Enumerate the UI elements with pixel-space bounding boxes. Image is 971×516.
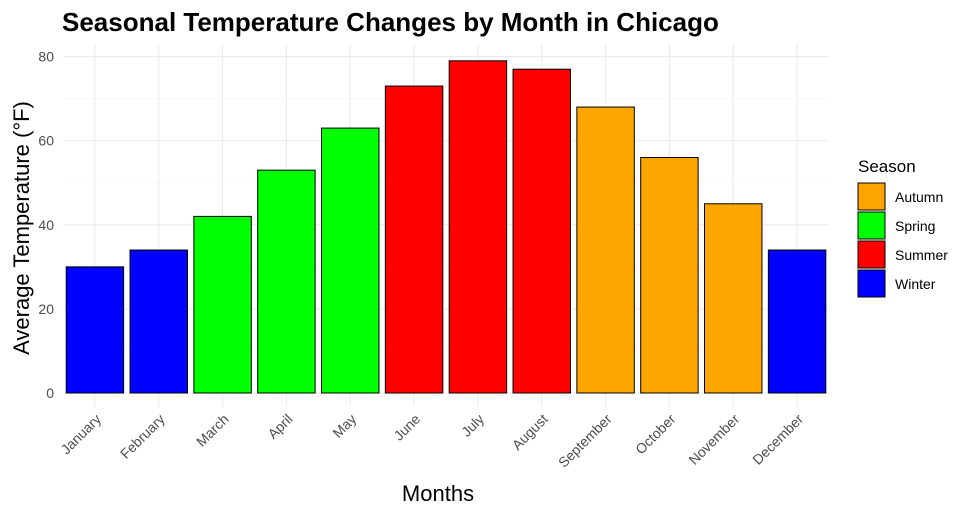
bar-january bbox=[65, 266, 125, 394]
bar-september bbox=[576, 106, 635, 394]
x-tick-label: June bbox=[390, 411, 423, 444]
bars bbox=[65, 60, 827, 394]
bar-may bbox=[321, 127, 380, 394]
y-tick-label: 20 bbox=[38, 301, 54, 317]
y-axis-ticks: 0 20 40 60 80 bbox=[38, 49, 54, 401]
y-tick-label: 40 bbox=[38, 217, 54, 233]
x-tick-label: December bbox=[749, 411, 806, 468]
x-axis-ticks: January February March April May June July Augu… bbox=[58, 411, 807, 471]
x-tick-label: March bbox=[193, 411, 232, 450]
legend-swatch-summer bbox=[857, 240, 886, 269]
bar-october bbox=[640, 157, 699, 394]
legend-label-winter: Winter bbox=[895, 276, 936, 292]
legend-label-autumn: Autumn bbox=[895, 189, 943, 205]
x-tick-label: May bbox=[329, 411, 359, 441]
bar-july bbox=[448, 60, 508, 394]
legend-swatch-winter bbox=[857, 269, 886, 298]
x-tick-label: January bbox=[58, 411, 105, 458]
x-tick-label: October bbox=[632, 411, 679, 458]
legend-title: Season bbox=[858, 157, 916, 176]
bar-february bbox=[129, 249, 188, 394]
bar-november bbox=[704, 203, 763, 394]
x-tick-label: July bbox=[458, 411, 487, 440]
bar-june bbox=[384, 85, 444, 394]
x-tick-label: August bbox=[509, 411, 551, 453]
y-tick-label: 80 bbox=[38, 49, 54, 65]
x-tick-label: September bbox=[555, 411, 615, 471]
bar-april bbox=[257, 169, 316, 394]
y-axis-title: Average Temperature (°F) bbox=[9, 101, 34, 355]
legend-label-summer: Summer bbox=[895, 247, 948, 263]
bar-august bbox=[512, 68, 571, 394]
legend: Season Autumn Spring Summer Winter bbox=[857, 157, 948, 298]
x-axis-title: Months bbox=[402, 481, 474, 506]
x-tick-label: November bbox=[685, 411, 742, 468]
bar-december bbox=[767, 249, 827, 394]
chart-title: Seasonal Temperature Changes by Month in… bbox=[62, 7, 719, 37]
x-tick-label: February bbox=[117, 411, 168, 462]
bar-march bbox=[193, 215, 252, 394]
legend-swatch-spring bbox=[857, 211, 886, 240]
y-tick-label: 0 bbox=[46, 385, 54, 401]
x-tick-label: April bbox=[264, 411, 295, 442]
y-tick-label: 60 bbox=[38, 133, 54, 149]
legend-swatch-autumn bbox=[857, 182, 886, 211]
legend-label-spring: Spring bbox=[895, 218, 935, 234]
